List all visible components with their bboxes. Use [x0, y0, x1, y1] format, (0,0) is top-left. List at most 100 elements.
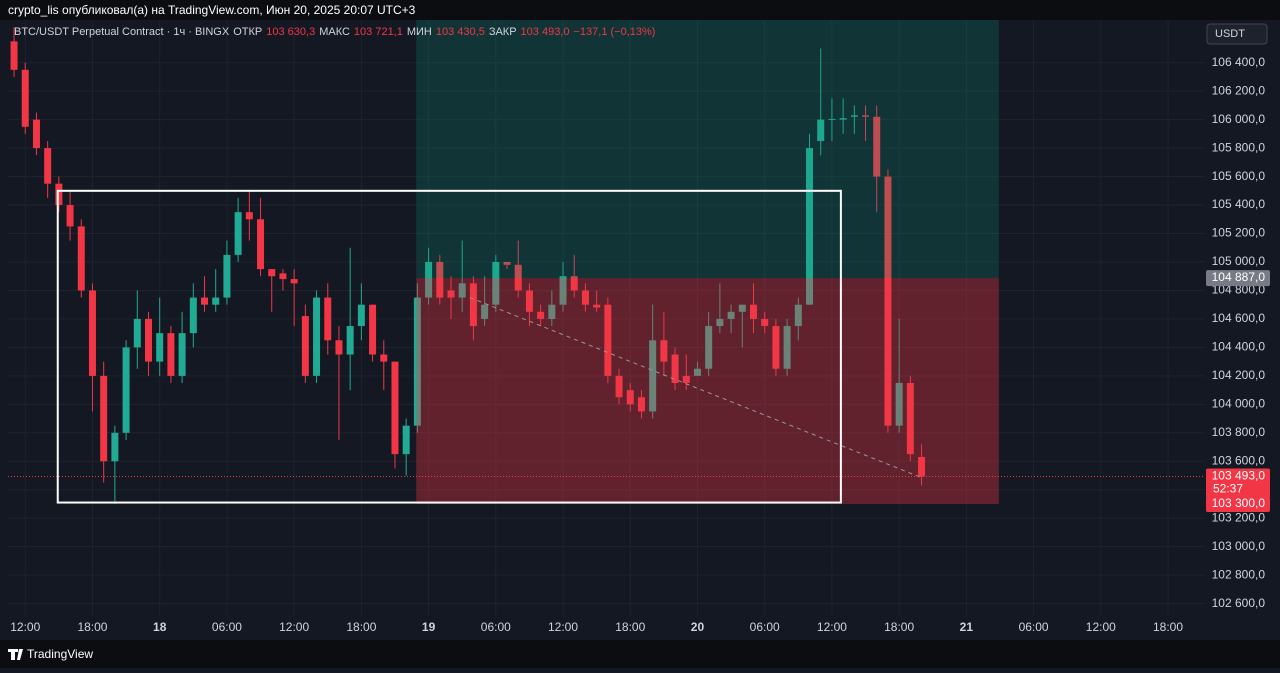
bottom-bar — [0, 640, 1280, 668]
candle-body — [850, 115, 858, 117]
candle-body — [402, 425, 410, 455]
x-tick-label: 20 — [691, 620, 705, 634]
candle-body — [503, 261, 511, 265]
candle-body — [772, 326, 780, 369]
candle-body — [279, 273, 287, 280]
candle-body — [167, 333, 175, 376]
x-tick-label: 18 — [153, 620, 167, 634]
candle-body — [593, 304, 601, 308]
x-tick-label: 18:00 — [1153, 620, 1183, 634]
stop-label-box — [1206, 496, 1270, 512]
candle-body — [133, 318, 141, 348]
candle-body — [749, 304, 757, 319]
candle-body — [369, 304, 377, 355]
candle-body — [705, 326, 713, 369]
y-tick-label: 106 200,0 — [1212, 83, 1266, 97]
candle-body — [55, 183, 63, 206]
y-tick-label: 105 600,0 — [1212, 169, 1266, 183]
candle-body — [144, 318, 152, 362]
change: −137,1 (−0,13%) — [573, 26, 656, 38]
candle-body — [458, 283, 466, 298]
candle-body — [873, 116, 881, 177]
legend: BTC/USDT Perpetual Contract · 1ч · BINGX… — [14, 26, 655, 38]
loss-zone — [416, 278, 999, 504]
header-text: crypto_lis опубликовал(а) на TradingView… — [8, 3, 416, 17]
stop-label: 103 300,0 — [1212, 496, 1266, 510]
candle-body — [884, 176, 892, 426]
candle-body — [828, 118, 836, 120]
logo — [8, 649, 23, 660]
candle-body — [201, 297, 209, 305]
plot — [8, 20, 1205, 615]
y-tick-label: 104 000,0 — [1212, 397, 1266, 411]
candle-body — [111, 432, 119, 462]
legend-value: 103 721,1 — [353, 26, 403, 38]
legend-label: МАКС — [319, 26, 350, 38]
candle-body — [301, 316, 309, 376]
y-tick-label: 105 800,0 — [1212, 140, 1266, 154]
candle-body — [637, 397, 645, 412]
x-tick-label: 18:00 — [884, 620, 914, 634]
candle-body — [537, 311, 545, 319]
candle-body — [649, 340, 657, 412]
candle-body — [794, 304, 802, 327]
x-tick-label: 12:00 — [548, 620, 578, 634]
candle-body — [906, 382, 914, 455]
candle-body — [122, 347, 130, 433]
legend-label: ОТКР — [233, 26, 263, 38]
candle-body — [727, 311, 735, 319]
currency: USDT — [1215, 28, 1245, 40]
candle-body — [671, 354, 679, 383]
candle-body — [581, 290, 589, 305]
x-tick-label: 06:00 — [1019, 620, 1049, 634]
candle-body — [447, 290, 455, 298]
candle-body — [189, 297, 197, 334]
candle-body — [313, 297, 321, 376]
candle-body — [514, 264, 522, 291]
y-tick-label: 102 600,0 — [1212, 596, 1266, 610]
candle-body — [481, 304, 489, 319]
candle-body — [234, 212, 242, 255]
candle-body — [357, 304, 365, 327]
candle-body — [77, 226, 85, 291]
x-tick-label: 19 — [422, 620, 436, 634]
candle-body — [100, 375, 108, 462]
candle-body — [615, 375, 623, 398]
candle-body — [324, 297, 332, 341]
entry-label-box — [1206, 270, 1270, 287]
y-tick-label: 103 200,0 — [1212, 510, 1266, 524]
y-tick-label: 106 400,0 — [1212, 55, 1266, 69]
currency-box[interactable] — [1206, 23, 1268, 45]
y-tick-label: 103 000,0 — [1212, 539, 1266, 553]
candle-body — [862, 115, 870, 117]
candle-body — [469, 283, 477, 327]
last-price-box — [1206, 468, 1270, 499]
entry-label: 104 887,0 — [1212, 270, 1266, 284]
x-tick-label: 12:00 — [817, 620, 847, 634]
candle-body — [660, 340, 668, 362]
candle-body — [335, 340, 343, 355]
profit-zone — [416, 20, 999, 279]
x-tick-label: 18:00 — [615, 620, 645, 634]
candle-body — [817, 119, 825, 141]
x-tick-label: 06:00 — [212, 620, 242, 634]
candle-body — [223, 254, 231, 298]
x-tick-label: 18:00 — [346, 620, 376, 634]
last-price-label: 103 493,0 — [1212, 469, 1266, 483]
candle-body — [895, 382, 903, 426]
y-tick-label: 105 400,0 — [1212, 197, 1266, 211]
legend-value: 103 493,0 — [520, 26, 570, 38]
y-tick-label: 104 600,0 — [1212, 311, 1266, 325]
candle-body — [257, 219, 265, 270]
x-tick-label: 06:00 — [481, 620, 511, 634]
legend-label: МИН — [406, 26, 432, 38]
footer-brand: TradingView — [27, 647, 93, 661]
candle-body — [44, 148, 52, 184]
y-tick-label: 104 200,0 — [1212, 368, 1266, 382]
legend-value: 103 430,5 — [435, 26, 485, 38]
candle-body — [492, 261, 500, 305]
candle-body — [716, 318, 724, 327]
candle-body — [559, 276, 567, 305]
candle-body — [178, 333, 186, 376]
